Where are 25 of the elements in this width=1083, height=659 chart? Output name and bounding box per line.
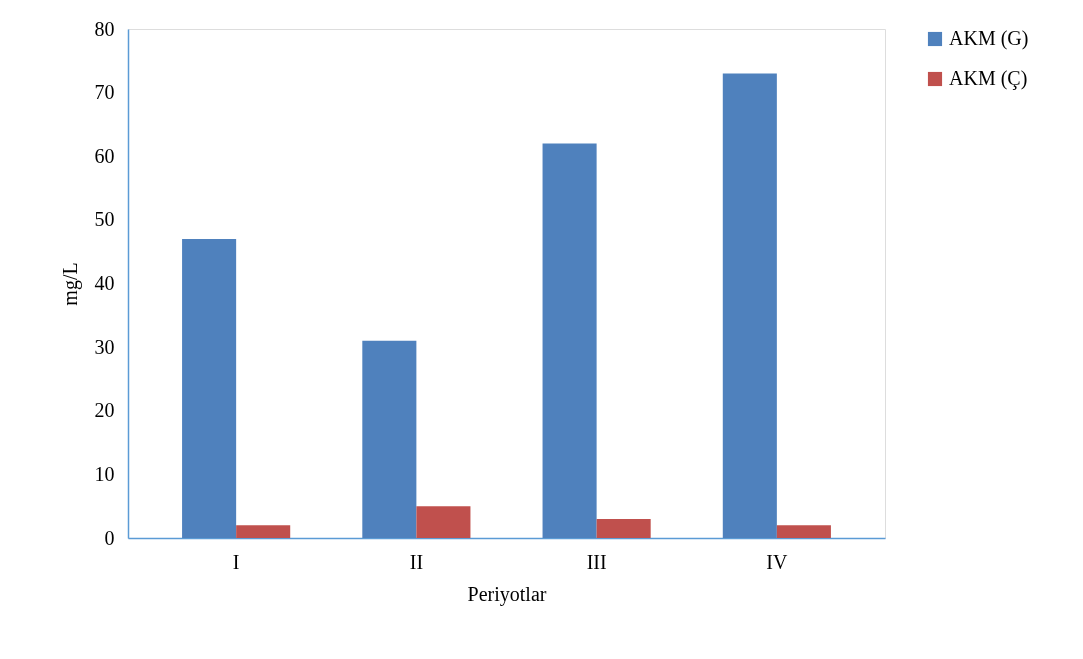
legend-label: AKM (G) <box>949 27 1029 50</box>
bar <box>182 238 237 538</box>
x-tick-label: IV <box>766 550 788 573</box>
bar <box>416 506 471 538</box>
y-tick-label: 60 <box>94 144 115 167</box>
x-tick-label: III <box>586 550 607 573</box>
legend-label: AKM (Ç) <box>949 67 1028 90</box>
bar <box>236 525 291 538</box>
y-tick-label: 0 <box>104 526 115 549</box>
y-tick-label: 20 <box>94 399 115 422</box>
x-axis-title: Periyotlar <box>467 582 547 606</box>
y-axis-title: mg/L <box>58 262 82 306</box>
y-tick-label: 40 <box>94 272 115 294</box>
y-tick-label: 80 <box>94 17 115 40</box>
x-tick-label: I <box>232 550 240 573</box>
bar <box>722 73 777 538</box>
y-tick-label: 10 <box>94 462 115 485</box>
bar <box>542 143 597 538</box>
bar <box>776 525 831 538</box>
x-tick-label: II <box>409 550 424 573</box>
y-tick-label: 50 <box>94 208 115 231</box>
bar <box>362 340 417 538</box>
y-tick-label: 70 <box>94 81 115 104</box>
bar <box>596 518 651 538</box>
y-tick-label: 30 <box>94 335 115 358</box>
